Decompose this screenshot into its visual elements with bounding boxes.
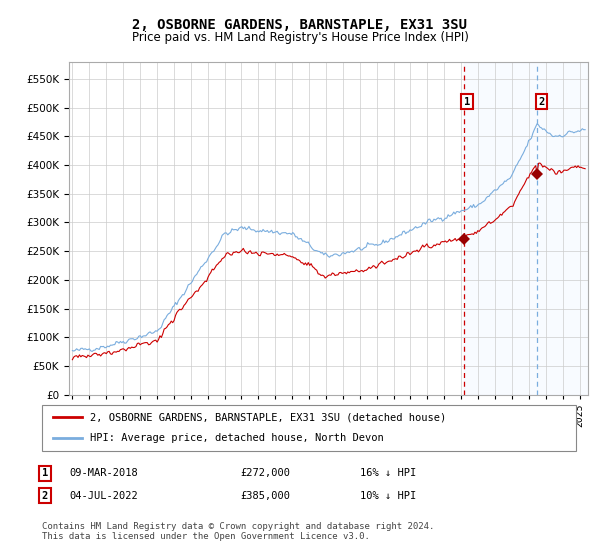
Text: Contains HM Land Registry data © Crown copyright and database right 2024.
This d: Contains HM Land Registry data © Crown c… [42,522,434,542]
Text: 10% ↓ HPI: 10% ↓ HPI [360,491,416,501]
Text: HPI: Average price, detached house, North Devon: HPI: Average price, detached house, Nort… [90,433,384,444]
Text: £272,000: £272,000 [240,468,290,478]
Text: 09-MAR-2018: 09-MAR-2018 [69,468,138,478]
Text: 2: 2 [538,97,545,107]
Text: 2: 2 [42,491,48,501]
Text: 2, OSBORNE GARDENS, BARNSTAPLE, EX31 3SU (detached house): 2, OSBORNE GARDENS, BARNSTAPLE, EX31 3SU… [90,412,446,422]
Text: 1: 1 [42,468,48,478]
Text: £385,000: £385,000 [240,491,290,501]
Bar [464,62,600,395]
Text: 04-JUL-2022: 04-JUL-2022 [69,491,138,501]
Text: 2, OSBORNE GARDENS, BARNSTAPLE, EX31 3SU: 2, OSBORNE GARDENS, BARNSTAPLE, EX31 3SU [133,18,467,32]
Text: 1: 1 [464,97,470,107]
FancyBboxPatch shape [42,405,576,451]
Text: 16% ↓ HPI: 16% ↓ HPI [360,468,416,478]
Text: Price paid vs. HM Land Registry's House Price Index (HPI): Price paid vs. HM Land Registry's House … [131,31,469,44]
